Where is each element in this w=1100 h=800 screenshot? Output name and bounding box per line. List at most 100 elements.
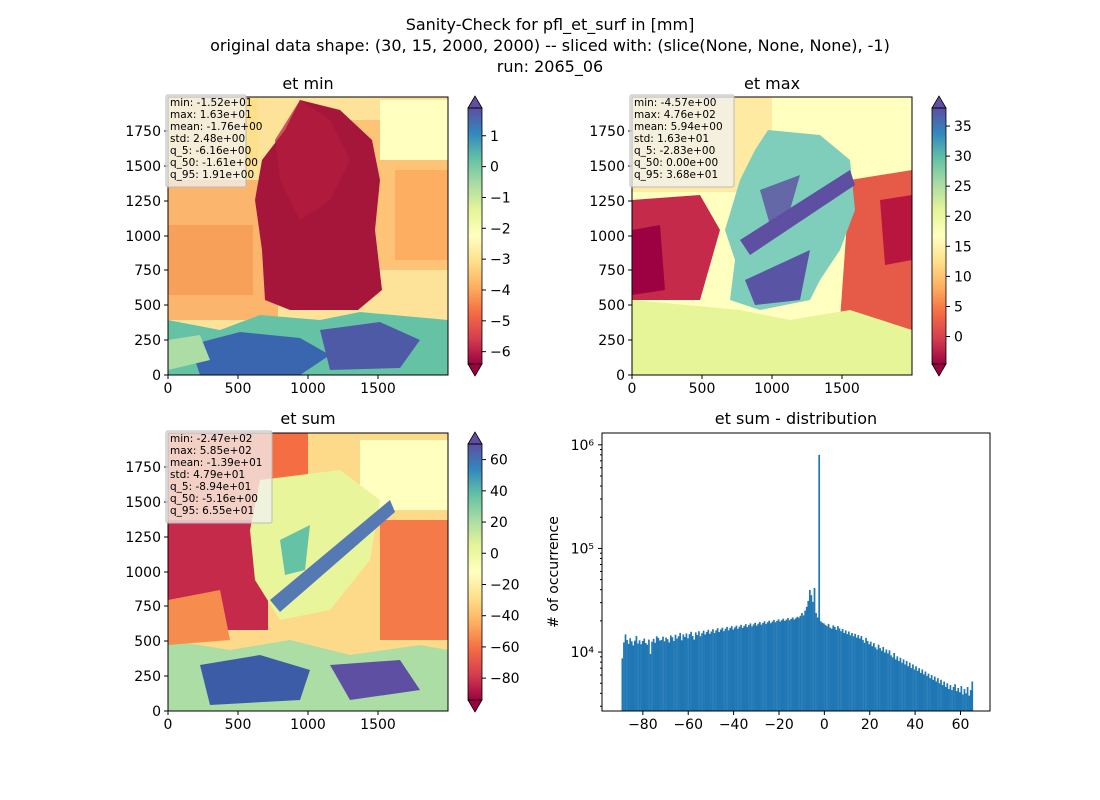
- histogram-bar: [832, 625, 835, 711]
- x-tick-label: 1500: [360, 381, 396, 397]
- histogram-bar: [830, 628, 833, 711]
- y-ticks-et-sum: 0 250 500 750 1000 1250 1500 1750: [125, 460, 168, 720]
- histogram-bar: [623, 642, 625, 711]
- histogram-bar: [885, 649, 888, 711]
- histogram-bar: [766, 622, 769, 711]
- histogram-bar: [826, 626, 828, 711]
- histogram-bar: [815, 613, 817, 711]
- y-ticks-et-max: 0 250 500 750 1000 1250 1500 1750: [589, 124, 632, 384]
- x-tick-label: 0: [628, 381, 637, 397]
- histogram-bar: [702, 630, 705, 711]
- histogram-bar: [951, 690, 953, 711]
- histogram-bar: [740, 624, 742, 711]
- histogram-bar: [673, 640, 675, 711]
- heatmap-et-max: [632, 97, 912, 375]
- colorbar-tick-label: −2: [490, 221, 511, 237]
- histogram-bar: [721, 627, 724, 711]
- histogram-bar: [748, 625, 750, 711]
- colorbar-tick-label: 25: [954, 179, 972, 195]
- colorbar-tick-label: 60: [490, 453, 508, 469]
- y-tick-label: 750: [598, 263, 625, 279]
- histogram-bar: [671, 637, 674, 711]
- histogram-bar: [943, 681, 946, 711]
- histogram-bar: [843, 632, 846, 711]
- stat-line: q_95: 1.91e+00: [170, 169, 254, 181]
- histogram-bar: [676, 638, 678, 711]
- histogram-bar: [649, 653, 652, 711]
- histogram-bar: [946, 683, 949, 711]
- x-tick-label: 500: [225, 381, 252, 397]
- histogram-bar: [644, 643, 647, 711]
- histogram-bar: [871, 646, 874, 711]
- stat-line: q_50: 0.00e+00: [634, 157, 718, 169]
- y-tick-label: 1500: [125, 495, 161, 511]
- histogram-bar: [716, 628, 719, 711]
- x-tick-label: −80: [628, 717, 658, 733]
- histogram-bar: [846, 634, 849, 711]
- histogram-bar: [630, 641, 633, 711]
- histogram-bar: [874, 647, 877, 711]
- histogram-bar: [866, 640, 869, 711]
- histogram-bars: [621, 454, 974, 711]
- x-tick-label: 1000: [290, 381, 326, 397]
- y-tick-label: 0: [616, 368, 625, 384]
- histogram-bar: [805, 606, 808, 711]
- histogram-bar: [851, 632, 853, 711]
- histogram-bar: [905, 661, 908, 711]
- histogram-bar: [821, 622, 824, 711]
- histogram-bar: [654, 642, 657, 711]
- histogram-bar: [738, 626, 741, 711]
- colorbar-tick-label: 10: [954, 269, 972, 285]
- histogram-bar: [677, 636, 680, 711]
- histogram-bar: [932, 679, 935, 711]
- histogram-bar: [926, 675, 928, 711]
- histogram-bar: [958, 692, 961, 711]
- histogram-bar: [723, 631, 725, 711]
- histogram-bar: [965, 693, 967, 711]
- histogram-bar: [882, 646, 885, 711]
- histogram-bar: [904, 664, 906, 711]
- panel-title-et-max: et max: [744, 74, 800, 93]
- histogram-bar: [755, 625, 758, 711]
- histogram-bar: [665, 637, 667, 711]
- histogram-bar: [865, 637, 867, 711]
- y-tick-label: 250: [134, 333, 161, 349]
- histogram-bar: [855, 637, 858, 711]
- y-tick-label: 10⁵: [571, 541, 594, 557]
- histogram-bar: [858, 638, 861, 711]
- histogram-bar: [705, 632, 708, 711]
- histogram-bar: [902, 659, 905, 711]
- histogram-bar: [930, 675, 933, 711]
- histogram-bar: [641, 640, 644, 711]
- histogram-bar: [741, 627, 744, 711]
- colorbar-tick-label: 5: [954, 299, 963, 315]
- stat-line: mean: -1.39e+01: [170, 457, 262, 469]
- histogram-bar: [707, 629, 710, 711]
- y-tick-label: 500: [134, 298, 161, 314]
- stat-line: std: 4.79e+01: [170, 469, 245, 481]
- histogram-bar: [737, 628, 739, 711]
- histogram-bar: [648, 639, 650, 711]
- histogram-bar: [663, 641, 666, 711]
- histogram-bar: [724, 628, 727, 711]
- panel-et-sum: et sum 0 500 1000 1500 0 250 500 750: [125, 409, 519, 733]
- histogram-bar: [754, 622, 756, 711]
- colorbar-et-min: −6 −5 −4 −3 −2 −1 0 1: [467, 95, 511, 377]
- histogram-bar: [685, 633, 688, 711]
- stat-line: min: -2.47e+02: [170, 433, 252, 445]
- stat-line: max: 1.63e+01: [170, 109, 252, 121]
- histogram-bar: [773, 619, 775, 711]
- colorbar-tick-label: 0: [490, 546, 499, 562]
- histogram-bar: [634, 640, 636, 711]
- histogram-bar: [868, 644, 871, 711]
- x-tick-label: 500: [225, 717, 252, 733]
- histogram-bar: [696, 635, 699, 711]
- x-tick-label: 1000: [290, 717, 326, 733]
- y-tick-label: 1250: [125, 530, 161, 546]
- histogram-bar: [835, 629, 838, 711]
- histogram-bar: [802, 615, 805, 711]
- histogram-bar: [798, 617, 800, 711]
- histogram-bar: [849, 635, 852, 711]
- stat-line: q_5: -8.94e+01: [170, 481, 251, 493]
